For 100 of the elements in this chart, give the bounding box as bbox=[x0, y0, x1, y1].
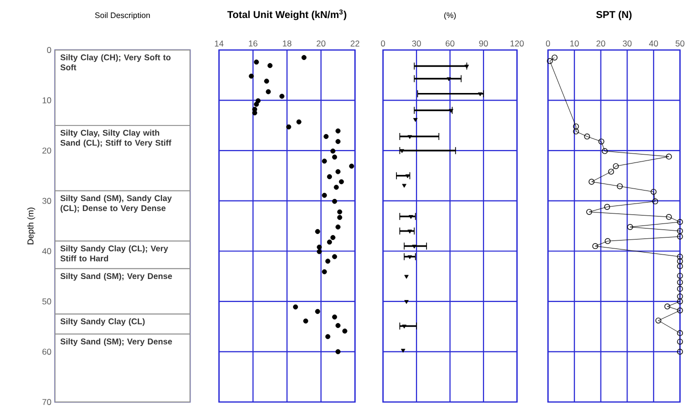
x-tick-label: 120 bbox=[510, 40, 524, 46]
x-tick-label: 20 bbox=[596, 40, 606, 46]
point bbox=[327, 174, 332, 180]
series-label: Silty Sandy Clay (CL); Very Stiff to Hard bbox=[60, 245, 168, 262]
series-label: Silty Clay (CH); Very Soft to Soft bbox=[60, 54, 171, 70]
point bbox=[408, 255, 412, 260]
point bbox=[666, 214, 672, 220]
point bbox=[677, 293, 683, 300]
point bbox=[677, 286, 683, 292]
point bbox=[254, 60, 259, 65]
point bbox=[664, 304, 670, 310]
point bbox=[330, 235, 336, 240]
point bbox=[315, 308, 320, 314]
x-tick-label: 16 bbox=[248, 40, 258, 46]
point bbox=[413, 118, 418, 122]
point bbox=[336, 224, 341, 230]
point bbox=[248, 74, 254, 79]
x-tick-label: 18 bbox=[282, 40, 292, 46]
point bbox=[336, 323, 341, 328]
point bbox=[337, 209, 342, 214]
y-tick-label: 10 bbox=[42, 97, 52, 104]
x-tick-label: 10 bbox=[570, 40, 579, 46]
point bbox=[279, 94, 284, 99]
point bbox=[316, 249, 322, 254]
point bbox=[666, 154, 672, 160]
point bbox=[349, 164, 354, 169]
series-label: Silty Sand (SM); Very Dense bbox=[60, 272, 172, 281]
point bbox=[616, 183, 623, 190]
point bbox=[464, 64, 469, 69]
point bbox=[677, 272, 683, 279]
point bbox=[330, 148, 336, 154]
point bbox=[402, 184, 406, 188]
point bbox=[332, 198, 338, 204]
y-axis-title: Depth (m) bbox=[27, 208, 36, 244]
point bbox=[336, 139, 341, 144]
x-tick-label: 30 bbox=[412, 40, 421, 46]
point bbox=[677, 258, 683, 264]
point bbox=[655, 318, 662, 324]
point bbox=[293, 304, 298, 310]
point bbox=[405, 174, 410, 178]
x-tick-label: 20 bbox=[316, 40, 326, 46]
point bbox=[315, 229, 320, 234]
x-tick-label: 14 bbox=[214, 40, 224, 46]
point bbox=[404, 274, 409, 279]
point bbox=[334, 184, 339, 190]
point bbox=[478, 92, 482, 96]
point bbox=[322, 269, 327, 274]
point bbox=[604, 238, 611, 244]
point bbox=[573, 123, 579, 130]
chart-title: (%) bbox=[444, 12, 456, 20]
point bbox=[677, 234, 683, 240]
point bbox=[608, 168, 614, 175]
point bbox=[337, 214, 342, 220]
point bbox=[342, 328, 348, 334]
point bbox=[408, 135, 412, 139]
point bbox=[324, 134, 329, 139]
point bbox=[677, 263, 683, 270]
point bbox=[592, 243, 598, 250]
point bbox=[327, 240, 332, 245]
point bbox=[303, 318, 308, 324]
chart-title: Soil Description bbox=[95, 12, 150, 20]
point bbox=[400, 348, 406, 353]
series-label: Silty Sand (SM); Very Dense bbox=[60, 338, 172, 346]
point bbox=[677, 338, 683, 345]
point bbox=[677, 308, 683, 314]
point bbox=[677, 219, 683, 225]
x-tick-label: 30 bbox=[622, 40, 632, 46]
point bbox=[400, 149, 404, 154]
point bbox=[268, 63, 273, 68]
y-tick-label: 50 bbox=[42, 298, 52, 304]
point bbox=[332, 154, 338, 160]
point bbox=[412, 244, 416, 249]
series-label: Silty Sand (SM), Sandy Clay (CL); Dense to Very Dense bbox=[60, 195, 172, 213]
point bbox=[332, 314, 338, 320]
x-tick-label: 60 bbox=[446, 40, 454, 46]
x-tick-label: 90 bbox=[479, 40, 488, 46]
series-label: Silty Sandy Clay (CL) bbox=[60, 318, 145, 326]
x-tick-label: 0 bbox=[380, 40, 386, 46]
y-tick-label: 70 bbox=[42, 398, 52, 405]
point bbox=[573, 128, 579, 134]
point bbox=[338, 179, 344, 184]
point bbox=[446, 77, 452, 82]
point bbox=[332, 254, 338, 260]
point bbox=[604, 204, 610, 210]
point bbox=[266, 89, 271, 94]
point bbox=[408, 230, 412, 234]
point bbox=[325, 258, 330, 264]
x-tick-label: 40 bbox=[649, 40, 658, 46]
chart-title: Total Unit Weight (kN/m$^{3}$) bbox=[227, 9, 346, 20]
chart-title: SPT (N) bbox=[596, 10, 632, 20]
point bbox=[408, 215, 414, 219]
point bbox=[588, 178, 595, 185]
point bbox=[336, 128, 341, 134]
point bbox=[677, 254, 683, 260]
point bbox=[677, 279, 683, 286]
y-tick-label: 20 bbox=[42, 148, 52, 154]
point bbox=[677, 330, 683, 336]
x-tick-label: 50 bbox=[676, 40, 684, 46]
x-tick-label: 22 bbox=[350, 40, 360, 46]
point bbox=[322, 192, 327, 198]
